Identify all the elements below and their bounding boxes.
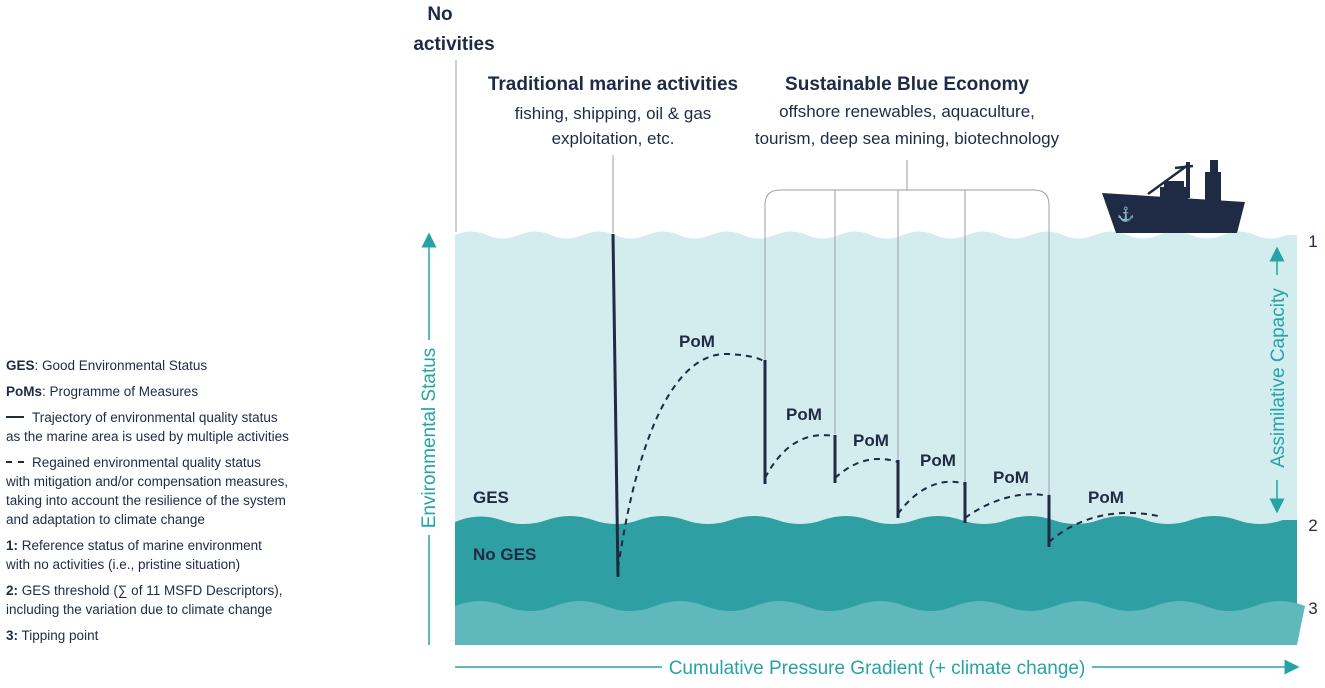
level-2-label: 2 <box>1308 516 1317 535</box>
pom-label-6: PoM <box>1088 488 1124 507</box>
x-axis-label: Cumulative Pressure Gradient (+ climate … <box>669 658 1086 679</box>
legend-dashed-text-3: taking into account the resilience of th… <box>6 493 286 508</box>
legend-poms: PoMs: Programme of Measures <box>6 382 316 401</box>
y-axis-label: Environmental Status <box>419 348 440 529</box>
legend-level-2-def-1: GES threshold (∑ of 11 MSFD Descriptors)… <box>18 583 283 598</box>
regained-dashed-curves <box>617 352 1159 569</box>
solid-line-swatch <box>6 415 24 418</box>
legend-dashed-text-4: and adaptation to climate change <box>6 512 205 527</box>
legend-ges: GES: Good Environmental Status <box>6 356 316 375</box>
legend-ges-term: GES <box>6 358 35 373</box>
no-activities-label-2: activities <box>413 34 494 55</box>
legend-level-1: 1: Reference status of marine environmen… <box>6 536 316 574</box>
level-3-label: 3 <box>1308 599 1317 618</box>
legend-ges-definition: : Good Environmental Status <box>34 358 208 373</box>
assimilative-capacity-label: Assimilative Capacity <box>1268 288 1289 468</box>
legend-poms-definition: : Programme of Measures <box>42 384 199 399</box>
dashed-line-swatch <box>6 460 24 463</box>
legend-solid-text-2: as the marine area is used by multiple a… <box>6 429 289 444</box>
pom-label-3: PoM <box>853 431 889 450</box>
legend-solid-line: Trajectory of environmental quality stat… <box>6 408 316 446</box>
pom-label-1: PoM <box>679 332 715 351</box>
trajectory-solid-lines <box>611 233 1051 578</box>
sbe-examples: offshore renewables, aquaculture, <box>779 102 1035 121</box>
legend-poms-term: PoMs <box>6 384 43 399</box>
legend-level-2-def-2: including the variation due to climate c… <box>6 602 273 617</box>
legend-level-1-term: 1: <box>6 538 19 553</box>
traditional-examples: fishing, shipping, oil & gas <box>515 104 712 123</box>
pom-label-2: PoM <box>786 405 822 424</box>
legend-level-3: 3: Tipping point <box>6 626 316 645</box>
pom-label-5: PoM <box>993 468 1029 487</box>
sbe-title: Sustainable Blue Economy <box>785 74 1029 95</box>
legend-dashed-text-1: Regained environmental quality status <box>32 455 261 470</box>
legend-level-3-def: Tipping point <box>18 628 99 643</box>
legend-solid-text-1: Trajectory of environmental quality stat… <box>32 410 278 425</box>
level-1-label: 1 <box>1308 232 1317 251</box>
sbe-bracket <box>764 160 1050 495</box>
no-activities-label: No <box>427 4 452 25</box>
svg-text:⚓: ⚓ <box>1117 206 1134 223</box>
legend-dashed-text-2: with mitigation and/or compensation meas… <box>6 474 289 489</box>
no-ges-label: No GES <box>473 545 536 564</box>
pom-label-4: PoM <box>920 451 956 470</box>
legend: GES: Good Environmental Status PoMs: Pro… <box>6 356 316 652</box>
legend-level-3-term: 3: <box>6 628 19 643</box>
sbe-examples-2: tourism, deep sea mining, biotechnology <box>755 129 1060 148</box>
tipping-zone <box>455 601 1305 645</box>
legend-level-1-def-2: with no activities (i.e., pristine situa… <box>6 557 241 572</box>
legend-dashed-line: Regained environmental quality status wit… <box>6 453 316 529</box>
traditional-examples-2: exploitation, etc. <box>552 129 675 148</box>
legend-level-2: 2: GES threshold (∑ of 11 MSFD Descripto… <box>6 581 316 619</box>
legend-level-1-def-1: Reference status of marine environment <box>18 538 262 553</box>
ship-icon: ⚓ <box>1102 160 1245 233</box>
legend-level-2-term: 2: <box>6 583 19 598</box>
ges-label: GES <box>473 488 509 507</box>
traditional-title: Traditional marine activities <box>488 74 738 95</box>
